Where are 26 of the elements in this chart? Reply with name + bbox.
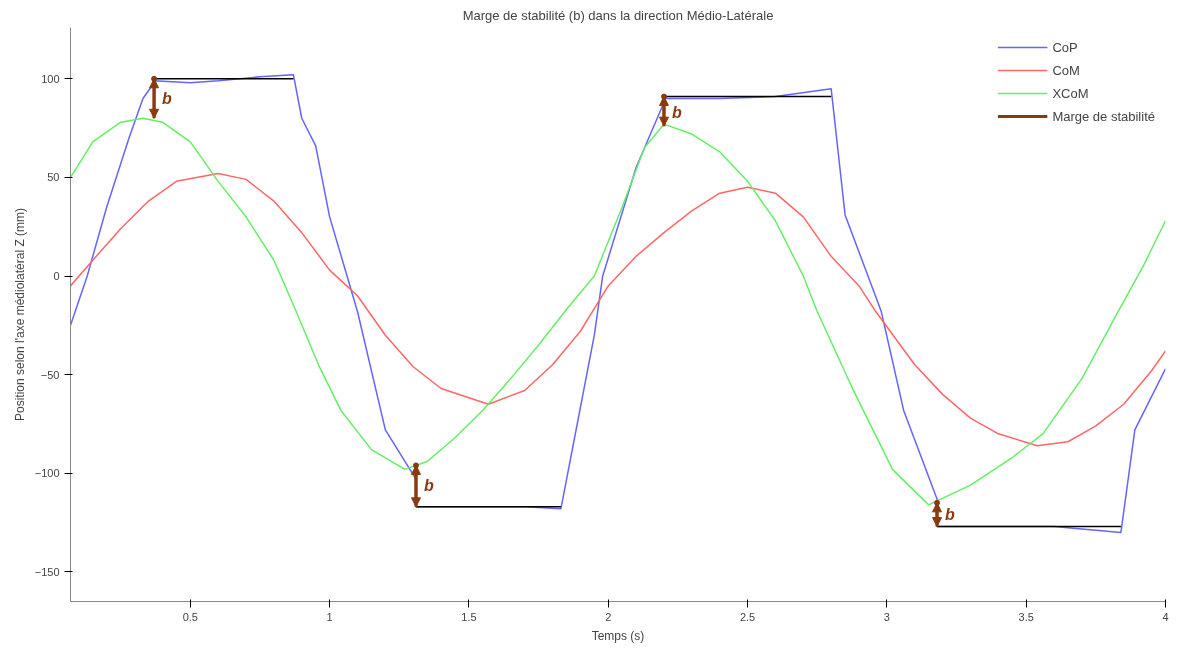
annotation: b — [162, 90, 173, 108]
x-tick-label: 1 — [326, 610, 333, 623]
y-tick-label: 0 — [53, 270, 60, 283]
x-tick-label: 3.5 — [1018, 610, 1034, 623]
x-tick-label: 2.5 — [739, 610, 756, 623]
x-tick-label: 3 — [883, 610, 890, 623]
legend-label: CoM — [1052, 62, 1080, 78]
y-tick-label: −150 — [34, 565, 60, 578]
y-tick-label: −100 — [34, 467, 60, 480]
x-tick-label: 0.5 — [182, 610, 198, 623]
legend-label: Marge de stabilité — [1052, 108, 1155, 124]
x-tick-label: 1.5 — [461, 610, 477, 623]
chart-title: Marge de stabilité (b) dans la direction Médio-Latérale — [462, 7, 774, 23]
line-series — [70, 172, 1166, 447]
y-tick-label: 100 — [41, 72, 60, 85]
annotation: b — [424, 476, 434, 494]
y-axis-title: Position selon l'axe médiolatéral Z (mm) — [12, 207, 27, 422]
y-tick-label: −50 — [40, 368, 60, 381]
annotation: b — [945, 506, 956, 524]
annotation: b — [671, 103, 682, 121]
y-tick-label: 50 — [47, 171, 60, 184]
x-tick-label: 4 — [1162, 610, 1169, 623]
legend-label: XCoM — [1052, 85, 1089, 101]
x-tick-label: 2 — [605, 610, 612, 623]
legend-label: CoP — [1052, 39, 1078, 55]
x-axis-title: Temps (s) — [591, 628, 645, 643]
